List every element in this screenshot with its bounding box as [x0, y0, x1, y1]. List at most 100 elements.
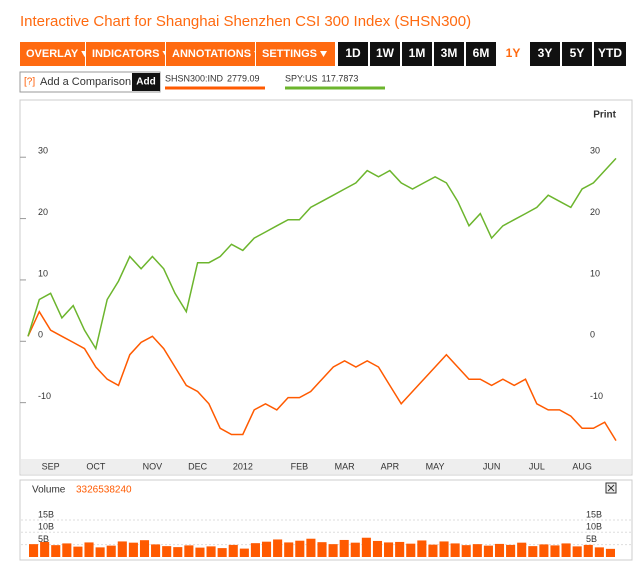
volume-bar — [195, 547, 205, 557]
print-link[interactable]: Print — [593, 110, 616, 121]
x-tick-label: NOV — [143, 461, 163, 471]
volume-bar — [406, 543, 416, 557]
range-label: 1D — [345, 46, 361, 60]
volume-bar — [583, 544, 593, 557]
volume-bar — [139, 540, 150, 557]
legend-value: 117.7873 — [322, 73, 359, 83]
range-button[interactable] — [338, 42, 368, 66]
y-tick-label: -10 — [38, 391, 51, 401]
volume-bar — [539, 544, 549, 557]
volume-bar — [417, 540, 427, 557]
range-button[interactable] — [530, 42, 560, 66]
legend-value: 2779.09 — [227, 73, 260, 83]
range-label: 5Y — [570, 46, 585, 60]
volume-bar — [29, 544, 39, 557]
menu-button[interactable] — [86, 42, 165, 66]
legend-name: SHSN300:IND — [165, 73, 224, 83]
volume-bar — [51, 545, 61, 557]
x-tick-label: FEB — [291, 461, 309, 471]
x-tick-label: 2012 — [233, 461, 253, 471]
volume-bar — [306, 538, 316, 557]
series-line — [27, 310, 617, 441]
volume-bar — [506, 544, 516, 557]
volume-bar — [317, 542, 327, 557]
range-label: 1W — [376, 46, 395, 60]
volume-bar — [228, 544, 238, 557]
range-button[interactable] — [370, 42, 400, 66]
volume-bar — [95, 547, 105, 557]
volume-bar — [450, 543, 460, 557]
volume-bar — [206, 546, 216, 557]
menu-label: OVERLAY — [26, 48, 79, 60]
close-icon — [607, 484, 615, 492]
volume-bar — [273, 539, 283, 557]
range-label: 1Y — [506, 46, 521, 60]
add-button[interactable] — [132, 73, 160, 91]
y-tick-label: 10 — [38, 268, 48, 278]
volume-bar — [184, 545, 194, 557]
range-button[interactable] — [434, 42, 464, 66]
range-button[interactable] — [402, 42, 432, 66]
volume-bar — [40, 541, 50, 557]
add-button-label: Add — [136, 77, 155, 88]
volume-bar — [483, 545, 493, 557]
range-button[interactable] — [466, 42, 496, 66]
range-button[interactable] — [498, 42, 528, 66]
volume-bar — [472, 544, 482, 557]
range-button[interactable] — [562, 42, 592, 66]
volume-bar — [372, 540, 383, 557]
range-button[interactable] — [594, 42, 626, 66]
volume-bar — [106, 545, 116, 557]
volume-bar — [217, 548, 227, 557]
menu-label: SETTINGS — [262, 48, 317, 60]
volume-tick-label-right: 10B — [586, 522, 602, 532]
volume-value: 3326538240 — [76, 485, 132, 496]
volume-bar — [361, 537, 371, 557]
x-tick-label: SEP — [42, 461, 60, 471]
range-label: YTD — [598, 46, 622, 60]
chart-frame — [19, 99, 633, 476]
range-label: 3Y — [538, 46, 553, 60]
volume-tick-label: 5B — [38, 534, 49, 544]
x-tick-label: DEC — [188, 461, 208, 471]
volume-bar — [62, 543, 72, 557]
volume-bar — [295, 540, 305, 557]
volume-bar — [494, 543, 505, 557]
volume-tick-label: 10B — [38, 522, 54, 532]
y-tick-label: 20 — [38, 207, 48, 217]
legend-name: SPY:US — [285, 73, 318, 83]
x-axis-band — [21, 459, 631, 474]
page-title: Interactive Chart for Shanghai Shenzhen … — [20, 13, 471, 30]
volume-bar — [561, 543, 571, 557]
volume-bar — [73, 546, 83, 557]
menu-label: INDICATORS — [92, 48, 159, 60]
y-tick-label: 0 — [38, 330, 43, 340]
y-tick-label-right: 30 — [590, 146, 600, 156]
volume-bar — [339, 539, 349, 557]
volume-bar — [350, 542, 360, 557]
volume-bar — [572, 546, 582, 557]
volume-bar — [239, 548, 249, 557]
volume-bar — [384, 542, 394, 557]
comparison-placeholder: Add a Comparison — [40, 76, 131, 88]
volume-bar — [284, 542, 294, 557]
volume-bar — [128, 542, 138, 557]
menu-button[interactable] — [20, 42, 85, 66]
series-line — [27, 157, 617, 351]
volume-bar — [428, 544, 438, 557]
x-tick-label: OCT — [86, 461, 106, 471]
range-label: 6M — [473, 46, 490, 60]
volume-bar — [395, 541, 405, 557]
y-tick-label: 30 — [38, 146, 48, 156]
y-tick-label-right: 20 — [590, 207, 600, 217]
y-tick-label-right: 10 — [590, 268, 600, 278]
help-icon[interactable]: [?] — [24, 77, 35, 88]
volume-bar — [84, 542, 94, 557]
volume-bar — [328, 544, 338, 557]
volume-title: Volume — [32, 485, 66, 496]
x-tick-label: APR — [381, 461, 400, 471]
x-tick-label: MAY — [426, 461, 445, 471]
menu-label: ANNOTATIONS — [172, 48, 251, 60]
x-tick-label: JUL — [529, 461, 545, 471]
menu-button[interactable] — [166, 42, 255, 66]
